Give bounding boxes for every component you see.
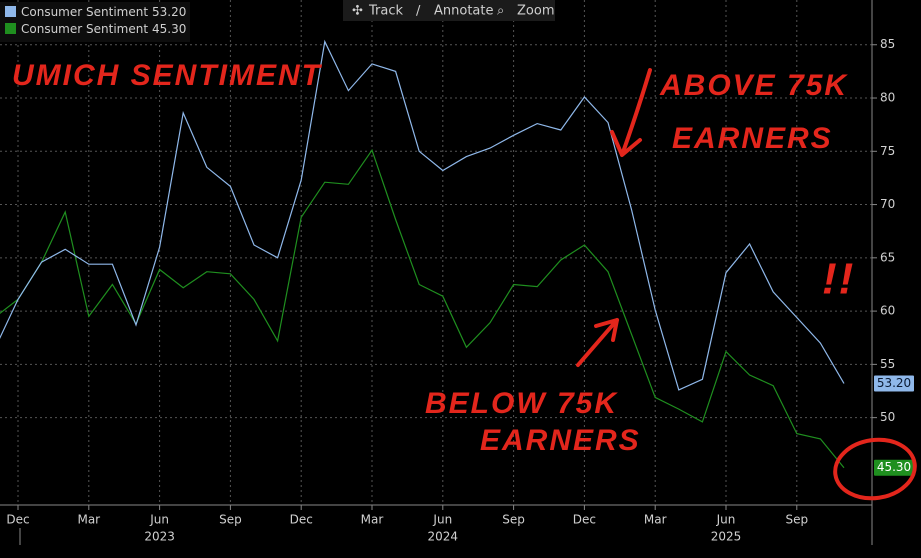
annotation: UMICH SENTIMENT	[12, 59, 323, 92]
x-group-label: 2025	[711, 530, 742, 544]
axes: 50 55 60 65 70 75 80 85 Dec Mar Jun Sep Dec Mar Jun Sep…	[6, 37, 914, 544]
annotate-button[interactable]: ∕ Annotate	[416, 4, 493, 19]
value-label: 45.30	[877, 460, 911, 474]
x-tick-label: Sep	[785, 513, 808, 527]
legend-label: Consumer Sentiment 45.30	[21, 22, 186, 36]
annotation-arrow	[610, 68, 652, 157]
x-tick-label: Dec	[573, 513, 596, 527]
zoom-label[interactable]: Zoom	[517, 4, 554, 19]
y-tick-label: 70	[880, 197, 895, 211]
annotation-arrow	[576, 318, 619, 367]
y-tick-label: 80	[880, 91, 895, 105]
x-group-label: 2023	[144, 530, 175, 544]
x-tick-label: Jun	[432, 513, 452, 527]
annotate-icon: ∕	[416, 4, 421, 19]
legend-swatch	[5, 6, 16, 17]
x-tick-label: Mar	[77, 513, 100, 527]
value-label-box	[874, 459, 914, 476]
legend-swatch	[5, 23, 16, 34]
x-tick-label: Jun	[149, 513, 169, 527]
track-button[interactable]: ✣ Track	[352, 4, 403, 19]
x-tick-label: Mar	[644, 513, 667, 527]
x-tick-label: Sep	[502, 513, 525, 527]
legend-name: Consumer Sentiment	[21, 5, 148, 19]
toolbar-bg	[343, 0, 555, 21]
series-line	[0, 39, 845, 391]
x-tick-label: Jun	[716, 513, 736, 527]
track-label[interactable]: Track	[368, 4, 403, 19]
annotation: !!	[822, 255, 855, 304]
legend-label: Consumer Sentiment 53.20	[21, 5, 186, 19]
legend-value: 45.30	[152, 22, 186, 36]
annotation: EARNERS	[672, 122, 833, 155]
x-group-label: 2024	[428, 530, 459, 544]
legend-name: Consumer Sentiment	[21, 22, 148, 36]
annotate-label[interactable]: Annotate	[434, 4, 493, 19]
legend-value: 53.20	[152, 5, 186, 19]
x-tick-label: Sep	[219, 513, 242, 527]
value-label: 53.20	[877, 376, 911, 390]
y-tick-label: 55	[880, 357, 895, 371]
toolbar: ✣ Track ∕ Annotate ⌕ Zoom	[343, 0, 555, 21]
grid	[0, 0, 872, 505]
value-label-box	[874, 375, 914, 392]
zoom-button[interactable]: ⌕ Zoom	[497, 4, 554, 19]
y-tick-label: 75	[880, 144, 895, 158]
annotation: ABOVE 75K	[659, 69, 848, 102]
annotation: BELOW 75K	[425, 387, 618, 420]
zoom-icon: ⌕	[497, 4, 504, 19]
legend	[0, 2, 190, 42]
x-tick-label: Dec	[290, 513, 313, 527]
y-tick-label: 85	[880, 37, 895, 51]
y-tick-label: 65	[880, 250, 895, 264]
annotation-circle	[833, 437, 917, 501]
annotation: EARNERS	[480, 424, 641, 457]
y-tick-label: 50	[880, 410, 895, 424]
y-tick-label: 60	[880, 304, 895, 318]
plot-area	[0, 39, 845, 469]
x-tick-label: Dec	[6, 513, 29, 527]
x-tick-label: Mar	[361, 513, 384, 527]
track-icon: ✣	[352, 4, 363, 19]
